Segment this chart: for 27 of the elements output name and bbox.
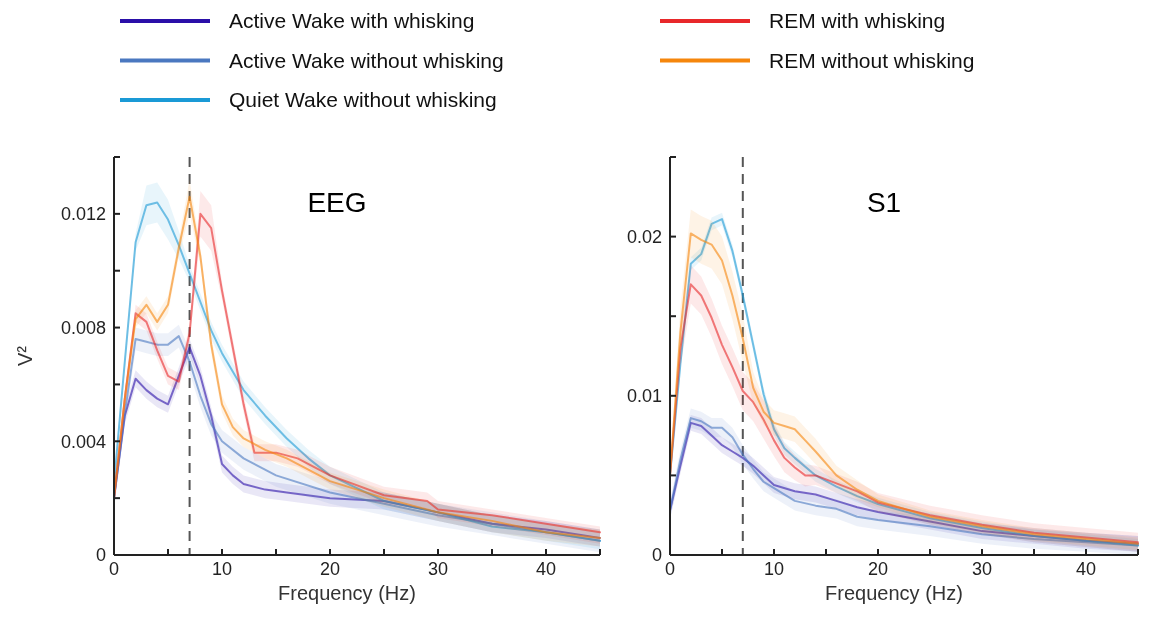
x-axis-title: Frequency (Hz): [825, 582, 963, 604]
text: S1: [866, 187, 902, 218]
text: EEG: [307, 187, 367, 218]
x-tick-label: 30: [971, 559, 993, 579]
x-axis-title: Frequency (Hz): [278, 582, 416, 604]
x-tick-label: 10: [211, 559, 233, 579]
x-tick-label: 10: [763, 559, 785, 579]
y-tick-label: 0.01: [626, 386, 662, 407]
legend-label: REM without whisking: [769, 48, 975, 72]
y-tick-label: 0.004: [60, 431, 106, 452]
y-tick-label: 0: [95, 545, 106, 566]
x-tick-label: 30: [427, 559, 449, 579]
y-tick-label: 0.02: [626, 226, 662, 247]
legend-label: REM with whisking: [769, 9, 946, 33]
legend-label: Active Wake without whisking: [229, 48, 504, 72]
x-tick-label: 40: [1075, 559, 1097, 579]
x-tick-label: 40: [535, 559, 557, 579]
x-tick-label: 20: [867, 559, 889, 579]
y-tick-label: 0: [651, 545, 662, 566]
y-tick-label: 0.012: [60, 204, 106, 225]
x-tick-label: 0: [664, 559, 676, 579]
legend-label: Active Wake with whisking: [229, 9, 475, 33]
legend-label: Quiet Wake without whisking: [229, 88, 497, 112]
y-tick-label: 0.008: [60, 317, 106, 338]
x-tick-label: 20: [319, 559, 341, 579]
y-axis-title: V²: [14, 345, 36, 366]
x-tick-label: 0: [108, 559, 120, 579]
